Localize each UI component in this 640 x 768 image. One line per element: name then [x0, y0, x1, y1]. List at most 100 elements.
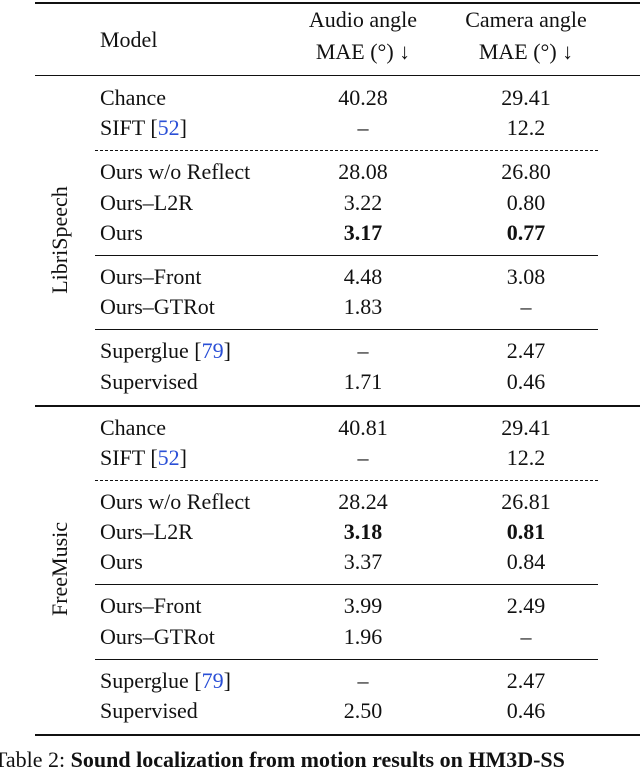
model-cell: SIFT [52]	[100, 443, 187, 473]
audio-mae: 3.18	[343, 519, 383, 545]
citation: 52	[157, 115, 180, 141]
model-cell: Superglue [79]	[100, 336, 231, 366]
header-camera: MAE (°) ↓	[478, 39, 574, 64]
header-rule	[35, 75, 640, 76]
citation: 79	[201, 667, 224, 693]
audio-mae: 3.17	[343, 219, 383, 245]
model-cell: Ours–L2R	[100, 188, 193, 218]
camera-mae: 29.41	[501, 85, 551, 110]
model-cell: Superglue [79]	[100, 666, 231, 696]
camera-mae: 12.2	[506, 444, 546, 470]
audio-mae: 3.22	[343, 189, 383, 215]
group-label: LibriSpeech	[47, 185, 72, 294]
audio-mae: 1.71	[343, 368, 383, 394]
model-name: Ours–GTRot	[100, 294, 215, 320]
audio-mae: 28.08	[338, 159, 388, 185]
group-rule	[35, 404, 640, 407]
model-cell: Ours w/o Reflect	[100, 487, 250, 517]
group-label: FreeMusic	[47, 522, 72, 617]
model-name: Ours w/o Reflect	[100, 159, 251, 185]
camera-mae: –	[520, 623, 532, 649]
model-name: Supervised	[100, 368, 198, 394]
model-cell: Ours–Front	[100, 262, 201, 292]
citation: 79	[201, 338, 224, 364]
camera-mae: 0.80	[506, 189, 546, 215]
model-name: Supervised	[100, 698, 198, 723]
model-name: SIFT [	[100, 115, 158, 141]
model-name: Ours–L2R	[100, 519, 193, 545]
model-cell: Ours	[100, 218, 143, 248]
camera-mae: 3.08	[506, 263, 546, 289]
audio-mae: 4.48	[343, 263, 383, 289]
model-cell: Ours–GTRot	[100, 622, 215, 652]
header-camera: Camera angle	[465, 7, 587, 32]
audio-mae: 28.24	[338, 488, 388, 514]
camera-mae: 0.81	[506, 519, 546, 545]
camera-mae: 2.47	[506, 667, 546, 693]
dashed-separator	[95, 150, 598, 152]
camera-mae: 0.77	[506, 219, 546, 245]
audio-mae: 2.50	[343, 698, 383, 723]
caption: Table 2: Sound localization from motion …	[0, 745, 565, 768]
audio-mae: –	[357, 115, 369, 141]
model-name: Superglue [	[100, 667, 202, 693]
model-cell: Supervised	[100, 696, 198, 726]
audio-mae: 1.96	[343, 623, 383, 649]
dashed-separator	[95, 479, 598, 481]
model-name: Ours–Front	[100, 263, 202, 289]
model-name-end: ]	[179, 444, 187, 470]
model-name: Ours	[100, 549, 143, 575]
audio-mae: 3.37	[343, 549, 383, 575]
camera-mae: 0.84	[506, 549, 546, 575]
model-name: Ours–GTRot	[100, 623, 215, 649]
camera-mae: 0.46	[506, 698, 546, 723]
header-audio: MAE (°) ↓	[315, 39, 411, 64]
model-cell: Ours–L2R	[100, 517, 193, 547]
camera-mae: 12.2	[506, 115, 546, 141]
camera-mae: 29.41	[501, 414, 551, 440]
section-separator	[95, 254, 598, 256]
model-name: Ours–Front	[100, 593, 202, 619]
group-rule	[35, 734, 640, 736]
audio-mae: 1.83	[343, 294, 383, 320]
model-name: Ours–L2R	[100, 189, 193, 215]
model-cell: Ours w/o Reflect	[100, 157, 250, 187]
top-rule	[35, 2, 640, 4]
model-name: Chance	[100, 85, 166, 110]
model-cell: Supervised	[100, 367, 198, 397]
model-name: Ours	[100, 219, 143, 245]
camera-mae: 26.80	[501, 159, 551, 185]
model-cell: Chance	[100, 413, 166, 443]
model-name: Superglue [	[100, 338, 202, 364]
header-model: Model	[100, 27, 158, 52]
model-name-end: ]	[223, 667, 231, 693]
model-cell: SIFT [52]	[100, 113, 187, 143]
camera-mae: 2.49	[506, 593, 546, 619]
citation: 52	[157, 444, 180, 470]
audio-mae: –	[357, 667, 369, 693]
camera-mae: 0.46	[506, 368, 546, 394]
camera-mae: 2.47	[506, 338, 546, 364]
audio-mae: 40.28	[338, 85, 388, 110]
audio-mae: 40.81	[338, 414, 388, 440]
audio-mae: –	[357, 338, 369, 364]
model-cell: Ours–GTRot	[100, 292, 215, 322]
section-separator	[95, 658, 598, 660]
model-name: Chance	[100, 414, 166, 440]
model-cell: Chance	[100, 83, 166, 113]
audio-mae: –	[357, 444, 369, 470]
model-name: Ours w/o Reflect	[100, 488, 251, 514]
model-name-end: ]	[223, 338, 231, 364]
section-separator	[95, 584, 598, 586]
model-cell: Ours–Front	[100, 591, 201, 621]
model-cell: Ours	[100, 547, 143, 577]
section-separator	[95, 329, 598, 331]
camera-mae: 26.81	[501, 488, 551, 514]
caption-text: Sound localization from motion results o…	[70, 747, 565, 768]
audio-mae: 3.99	[343, 593, 383, 619]
camera-mae: –	[520, 294, 532, 320]
model-name-end: ]	[179, 115, 187, 141]
header-audio: Audio angle	[308, 7, 418, 32]
